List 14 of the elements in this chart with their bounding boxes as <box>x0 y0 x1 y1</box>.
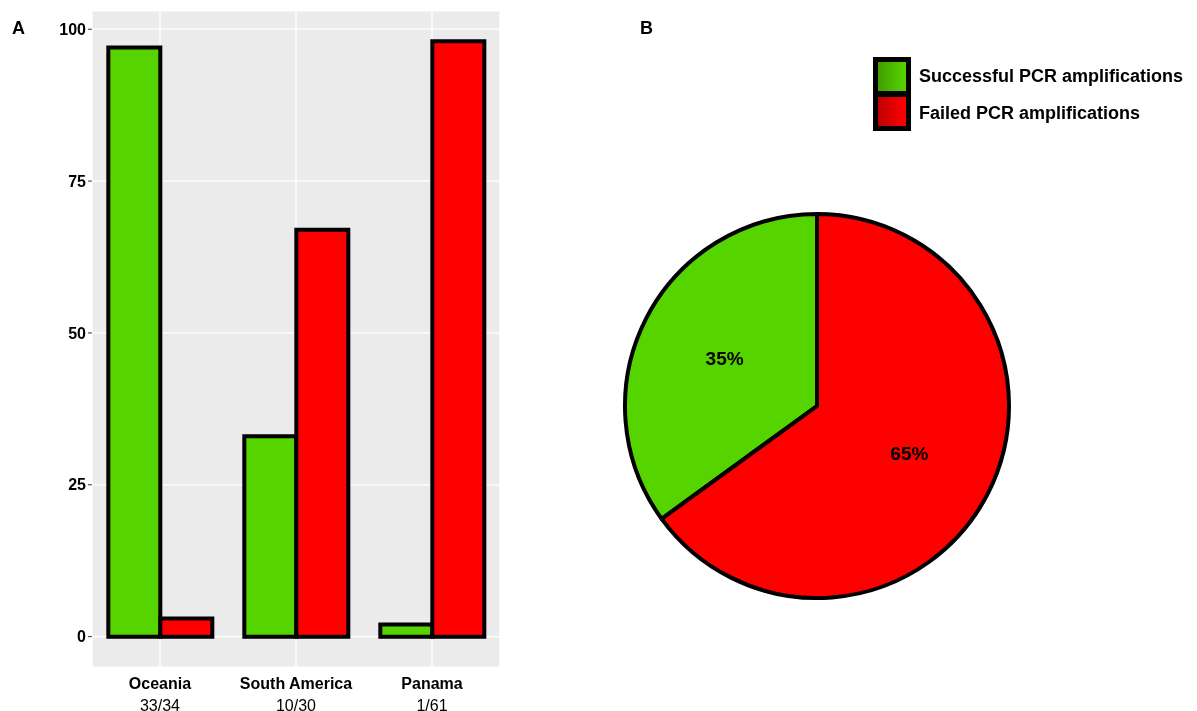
chart-title: B <box>640 18 653 39</box>
x-tick-label: South America 10/30 <box>239 675 353 711</box>
legend-label: Failed PCR amplifications <box>918 103 1140 124</box>
data-label: 65% <box>890 442 929 464</box>
x-tick-label: Oceania 33/34 <box>128 675 192 711</box>
x-tick-label: Panama 1/61 <box>401 675 463 711</box>
y-tick-label: 75 <box>68 172 87 190</box>
chart-title: A <box>12 18 25 39</box>
data-label: 35% <box>705 348 744 370</box>
legend-label: Successful PCR amplifications <box>918 66 1183 87</box>
y-tick-label: 50 <box>68 324 87 342</box>
y-tick-label: 0 <box>77 628 87 646</box>
y-tick-label: 100 <box>59 20 87 38</box>
y-tick-label: 25 <box>68 476 87 494</box>
